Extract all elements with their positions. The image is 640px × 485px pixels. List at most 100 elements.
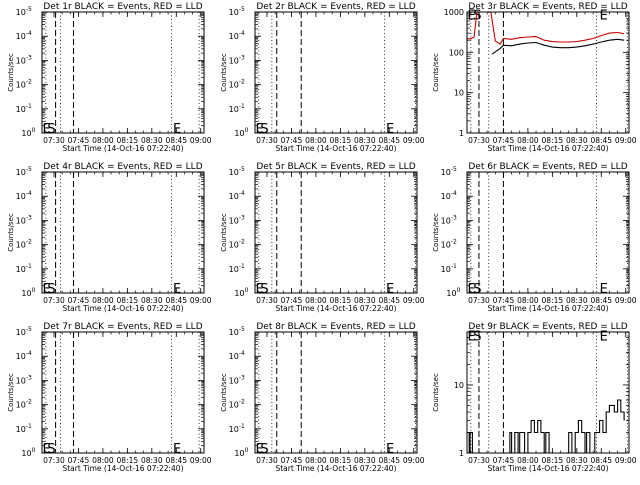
y-axis-label: Counts/sec [7, 373, 15, 412]
y-tick-exponent: -3 [26, 374, 32, 381]
y-tick-exponent: 0 [245, 447, 249, 454]
y-tick-label: 10-2 [16, 79, 32, 90]
chart-panel: Det 8r BLACK = Events, RED = LLD Counts/s… [220, 322, 425, 473]
marker-e: E [468, 330, 476, 345]
y-tick-exponent: -4 [26, 190, 32, 197]
x-tick-label: 08:45 [165, 136, 187, 145]
chart-panel: Det 4r BLACK = Events, RED = LLD Counts/s… [7, 162, 212, 313]
x-tick-label: 08:30 [354, 296, 376, 305]
x-tick-label: 08:45 [590, 136, 612, 145]
y-tick-label: 1 [459, 129, 464, 138]
x-tick-label: 08:45 [378, 456, 400, 465]
y-tick-label: 10-4 [229, 30, 245, 41]
x-tick-label: 08:30 [141, 456, 163, 465]
y-tick-exponent: -3 [26, 54, 32, 61]
plot-frame [466, 331, 630, 454]
y-tick-label: 10-3 [16, 374, 32, 385]
y-axis-label: Counts/sec [220, 53, 228, 92]
x-tick-label: 08:45 [165, 456, 187, 465]
chart-title: Det 1r BLACK = Events, RED = LLD [43, 2, 202, 12]
x-tick-label: 08:00 [92, 456, 114, 465]
y-tick-exponent: 0 [32, 287, 36, 294]
x-axis-label: Start Time (14-Oct-16 07:22:40) [487, 464, 608, 473]
y-tick-label: 10-5 [16, 6, 32, 17]
x-tick-label: 08:15 [542, 136, 564, 145]
chart-title: Det 2r BLACK = Events, RED = LLD [256, 2, 415, 12]
marker-s: S [473, 282, 481, 297]
y-tick-exponent: -5 [26, 6, 32, 13]
y-tick-exponent: -2 [26, 399, 32, 406]
x-tick-label: 07:30 [468, 296, 490, 305]
y-axis-label: Counts/sec [220, 213, 228, 252]
x-tick-label: 08:00 [517, 456, 539, 465]
y-tick-label: 10-2 [16, 399, 32, 410]
y-tick-label: 100 [446, 287, 460, 298]
y-tick-label: 10-1 [441, 263, 457, 274]
y-tick-label: 10 [454, 89, 464, 98]
chart-title: Det 5r BLACK = Events, RED = LLD [256, 162, 415, 172]
x-tick-label: 09:00 [190, 136, 212, 145]
x-axis-label: Start Time (14-Oct-16 07:22:40) [275, 464, 396, 473]
marker-s: S [260, 122, 268, 137]
chart-panel: Det 3r BLACK = Events, RED = LLD Counts/s… [432, 2, 637, 153]
marker-e: E [256, 442, 264, 457]
marker-e: E [43, 442, 51, 457]
chart-title: Det 7r BLACK = Events, RED = LLD [43, 322, 202, 332]
marker-s: S [47, 442, 55, 457]
x-tick-label: 07:30 [43, 136, 65, 145]
y-tick-label: 10-5 [229, 166, 245, 177]
x-tick-label: 07:30 [256, 296, 278, 305]
y-tick-label: 10-1 [16, 263, 32, 274]
y-tick-exponent: -2 [451, 239, 457, 246]
x-tick-label: 08:30 [141, 296, 163, 305]
x-tick-label: 08:30 [566, 456, 588, 465]
y-tick-exponent: 0 [32, 447, 36, 454]
y-tick-label: 10-2 [16, 239, 32, 250]
y-tick-label: 10-1 [16, 103, 32, 114]
marker-s: S [47, 122, 55, 137]
y-tick-label: 100 [234, 447, 248, 458]
x-tick-label: 07:45 [68, 456, 90, 465]
y-tick-label: 10-5 [16, 166, 32, 177]
x-tick-label: 08:00 [92, 136, 114, 145]
marker-e: E [468, 282, 476, 297]
y-tick-label: 1000 [444, 8, 464, 17]
marker-e: E [43, 122, 51, 137]
y-tick-label: 10-4 [441, 190, 457, 201]
y-tick-exponent: 0 [32, 127, 36, 134]
y-tick-exponent: -5 [239, 6, 245, 13]
marker-e: E [386, 122, 394, 137]
x-tick-label: 07:30 [468, 456, 490, 465]
x-tick-label: 08:45 [378, 296, 400, 305]
y-tick-label: 10-2 [229, 399, 245, 410]
y-tick-exponent: -1 [26, 263, 32, 270]
chart-panel: Det 7r BLACK = Events, RED = LLD Counts/s… [7, 322, 212, 473]
marker-e: E [173, 282, 181, 297]
y-tick-exponent: -4 [239, 30, 245, 37]
x-tick-label: 07:45 [493, 296, 515, 305]
x-axis-label: Start Time (14-Oct-16 07:22:40) [275, 304, 396, 313]
y-tick-exponent: -1 [239, 423, 245, 430]
y-tick-label: 10-4 [16, 190, 32, 201]
y-tick-exponent: -5 [239, 326, 245, 333]
marker-e: E [600, 9, 608, 24]
marker-s: S [47, 282, 55, 297]
x-axis-label: Start Time (14-Oct-16 07:22:40) [487, 304, 608, 313]
marker-e: E [43, 282, 51, 297]
x-tick-label: 09:00 [403, 296, 425, 305]
y-tick-label: 10-2 [229, 239, 245, 250]
series-events-line [491, 38, 625, 55]
x-tick-label: 08:00 [305, 456, 327, 465]
y-tick-exponent: -3 [239, 374, 245, 381]
y-tick-exponent: -1 [26, 423, 32, 430]
chart-title: Det 4r BLACK = Events, RED = LLD [43, 162, 202, 172]
chart-title: Det 9r BLACK = Events, RED = LLD [468, 322, 627, 332]
x-tick-label: 08:00 [517, 136, 539, 145]
y-tick-exponent: -3 [239, 54, 245, 61]
x-axis-label: Start Time (14-Oct-16 07:22:40) [62, 304, 183, 313]
marker-e: E [386, 282, 394, 297]
chart-title: Det 3r BLACK = Events, RED = LLD [468, 2, 627, 12]
x-tick-label: 08:15 [330, 296, 352, 305]
y-tick-exponent: -3 [239, 214, 245, 221]
y-tick-label: 10-4 [16, 350, 32, 361]
